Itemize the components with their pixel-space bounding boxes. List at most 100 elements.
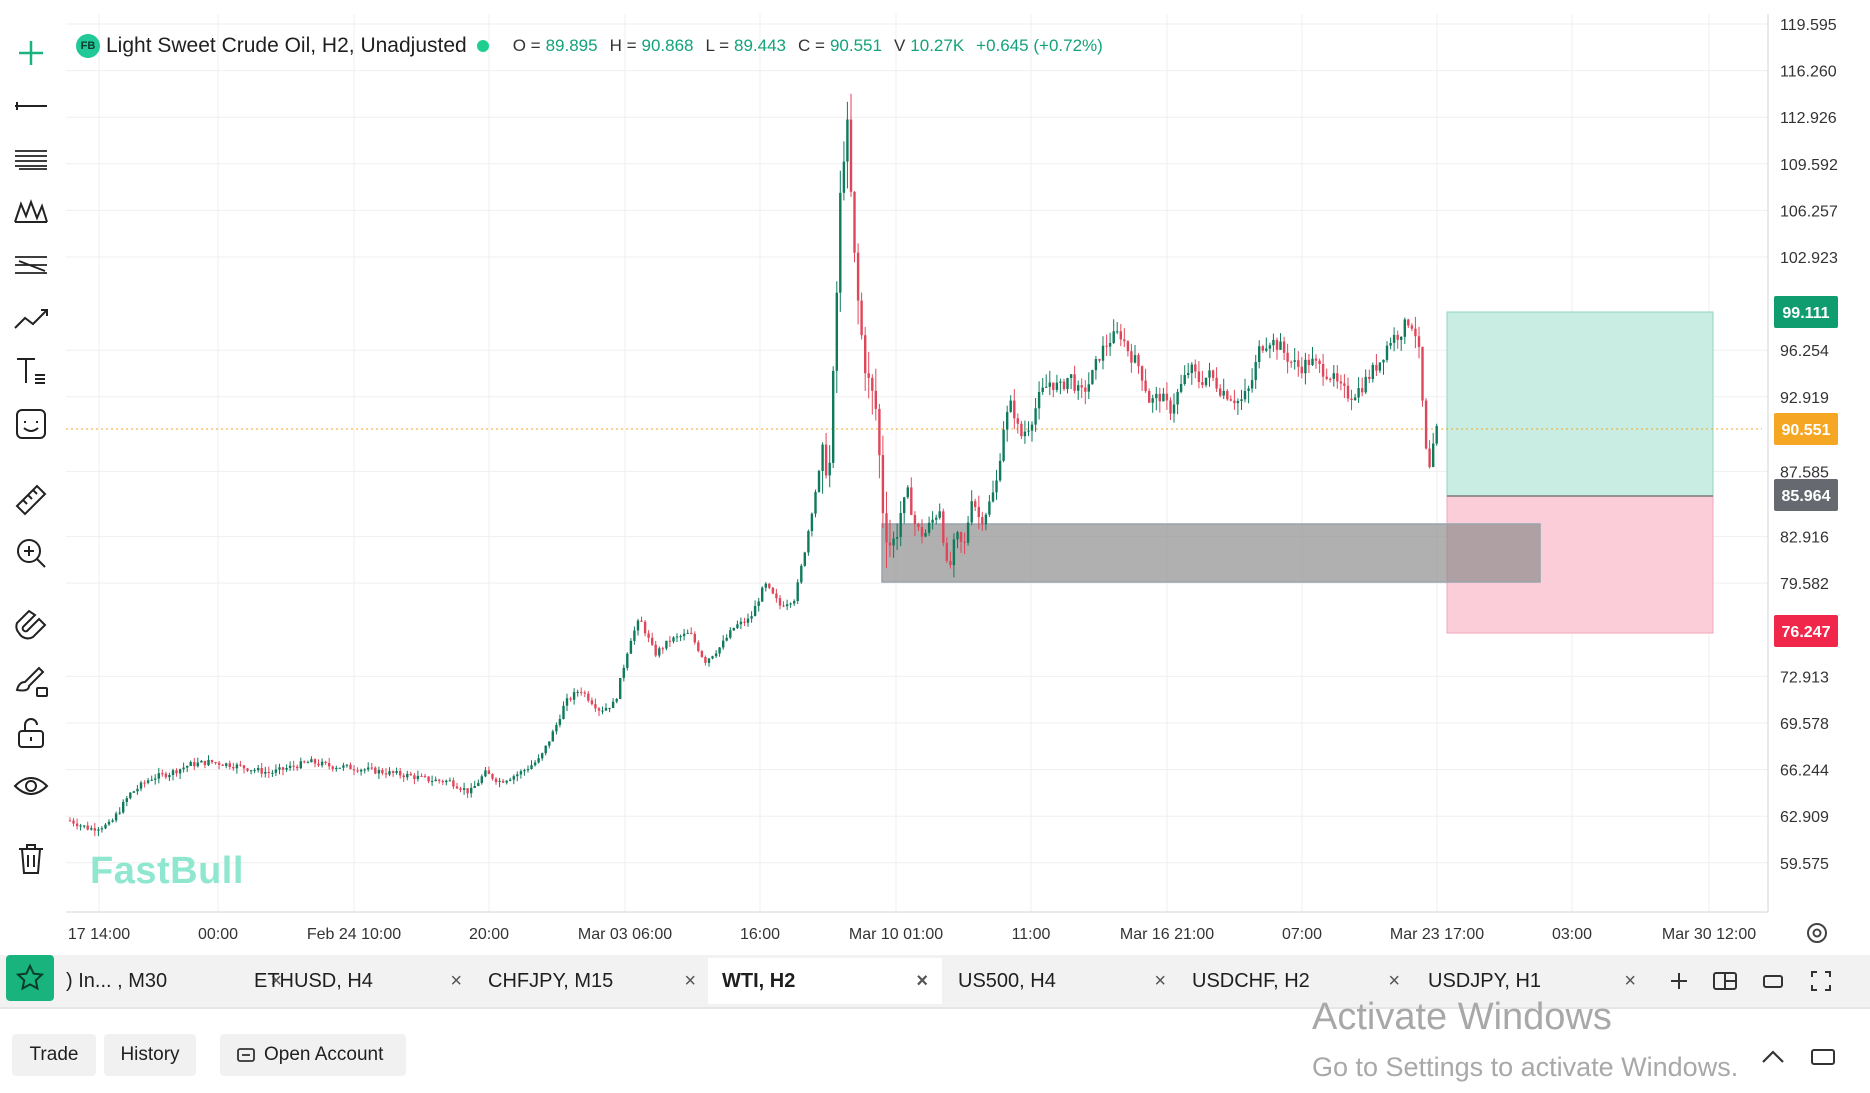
candle-body xyxy=(1357,388,1360,398)
candle-body xyxy=(1091,370,1094,385)
close-icon[interactable]: × xyxy=(1388,969,1400,992)
candle-body xyxy=(1424,400,1428,449)
horizontal-line-icon[interactable] xyxy=(8,83,54,129)
candle-body xyxy=(935,517,938,520)
tab-usdchf[interactable]: USDCHF, H2 × xyxy=(1184,958,1414,1004)
tab-us500[interactable]: US500, H4 × xyxy=(950,958,1180,1004)
candle-body xyxy=(1275,339,1279,350)
fib-icon[interactable] xyxy=(8,242,54,288)
add-icon[interactable] xyxy=(1662,964,1696,998)
candle-body xyxy=(580,691,583,693)
zoom-in-icon[interactable] xyxy=(8,530,54,576)
candle-body xyxy=(370,767,373,769)
candle-body xyxy=(835,292,838,371)
panel-window-icon[interactable] xyxy=(1806,1040,1840,1074)
channel-icon[interactable] xyxy=(8,136,54,182)
price-tick-label: 116.260 xyxy=(1780,64,1837,81)
eye-icon[interactable] xyxy=(8,763,54,809)
candle-body xyxy=(551,731,554,742)
tab-m30[interactable]: ) In... , M30 × xyxy=(64,958,296,1004)
candle-body xyxy=(647,633,650,638)
tab-chfjpy[interactable]: CHFJPY, M15 × xyxy=(480,958,710,1004)
candle-body xyxy=(154,778,157,780)
candle-body xyxy=(409,773,412,776)
emoji-icon[interactable] xyxy=(8,401,54,447)
fullscreen-icon[interactable] xyxy=(1804,964,1838,998)
price-chart[interactable]: 87.585 119.595 116.260 112.926 109.592 106.25… xyxy=(0,0,1870,955)
pattern-icon[interactable] xyxy=(8,189,54,235)
candle-body xyxy=(1272,339,1275,346)
tab-label: USDCHF, H2 xyxy=(1192,969,1310,992)
candle-body xyxy=(1084,387,1087,392)
take-profit-zone[interactable] xyxy=(1446,311,1714,497)
candle-body xyxy=(746,618,750,623)
candle-body xyxy=(367,767,370,770)
candle-body xyxy=(1343,383,1346,386)
candle-body xyxy=(68,820,72,822)
candle-body xyxy=(292,765,295,767)
candle-body xyxy=(675,636,679,638)
price-tick-label: 69.578 xyxy=(1780,716,1829,733)
candle-body xyxy=(1062,381,1066,390)
trend-line-icon[interactable] xyxy=(8,295,54,341)
candle-body xyxy=(1066,378,1069,390)
candle-body xyxy=(643,621,647,634)
candle-body xyxy=(391,771,395,773)
close-icon[interactable]: × xyxy=(270,969,282,992)
tab-wti-active[interactable]: WTI, H2 × xyxy=(708,958,942,1004)
candle-body xyxy=(217,762,221,765)
candle-body xyxy=(196,762,199,767)
candle-body xyxy=(810,513,814,532)
candle-body xyxy=(1179,384,1183,392)
candle-body xyxy=(441,780,444,783)
text-icon[interactable] xyxy=(8,348,54,394)
close-icon[interactable]: × xyxy=(1624,969,1636,992)
magnet-icon[interactable] xyxy=(8,604,54,650)
candle-body xyxy=(1052,382,1055,390)
tab-ethusd[interactable]: ETHUSD, H4 × xyxy=(244,958,476,1004)
candle-body xyxy=(317,763,320,766)
candle-body xyxy=(118,812,121,814)
candle-body xyxy=(274,769,278,773)
candle-body xyxy=(959,532,963,542)
candle-body xyxy=(1045,386,1048,388)
symbol-title[interactable]: Light Sweet Crude Oil, H2, Unadjusted xyxy=(106,34,467,57)
low-value: 89.443 xyxy=(734,36,786,55)
price-axis[interactable]: 87.585 119.595 116.260 112.926 109.592 106.25… xyxy=(1780,17,1838,873)
settings-icon[interactable] xyxy=(1807,923,1827,943)
supply-demand-box[interactable] xyxy=(881,523,1541,583)
tab-usdjpy[interactable]: USDJPY, H1 × xyxy=(1420,958,1650,1004)
brush-lock-icon[interactable] xyxy=(8,657,54,703)
ruler-icon[interactable] xyxy=(8,477,54,523)
candle-body xyxy=(1311,358,1314,365)
favorites-button[interactable] xyxy=(6,955,54,1001)
candle-body xyxy=(1279,341,1282,350)
candle-body xyxy=(1211,370,1215,378)
trade-button[interactable]: Trade xyxy=(12,1034,96,1076)
time-axis[interactable]: 17 14:00 00:00 Feb 24 10:00 20:00 Mar 03 06:… xyxy=(68,926,1756,943)
close-icon[interactable]: × xyxy=(1154,969,1166,992)
candle-body xyxy=(1133,355,1137,363)
unlock-icon[interactable] xyxy=(8,710,54,756)
candle-body xyxy=(569,698,572,700)
time-tick-label: 20:00 xyxy=(469,926,509,943)
history-button[interactable]: History xyxy=(104,1034,196,1076)
open-label: O = xyxy=(512,36,541,55)
close-icon[interactable]: × xyxy=(450,969,462,992)
layout-icon[interactable] xyxy=(1708,964,1742,998)
candle-body xyxy=(604,707,608,711)
window-icon[interactable] xyxy=(1756,964,1790,998)
candle-body xyxy=(1002,429,1005,461)
close-icon[interactable]: × xyxy=(916,969,928,992)
volume-value: 10.27K xyxy=(910,36,965,55)
candle-body xyxy=(945,542,948,561)
price-tick-label: 66.244 xyxy=(1780,763,1829,780)
open-account-button[interactable]: Open Account xyxy=(220,1034,406,1076)
candle-body xyxy=(597,708,601,711)
position-zones[interactable] xyxy=(881,311,1714,634)
close-label: C = xyxy=(798,36,825,55)
chevron-up-icon[interactable] xyxy=(1756,1040,1790,1074)
trash-icon[interactable] xyxy=(8,836,54,882)
crosshair-icon[interactable] xyxy=(8,30,54,76)
close-icon[interactable]: × xyxy=(684,969,696,992)
